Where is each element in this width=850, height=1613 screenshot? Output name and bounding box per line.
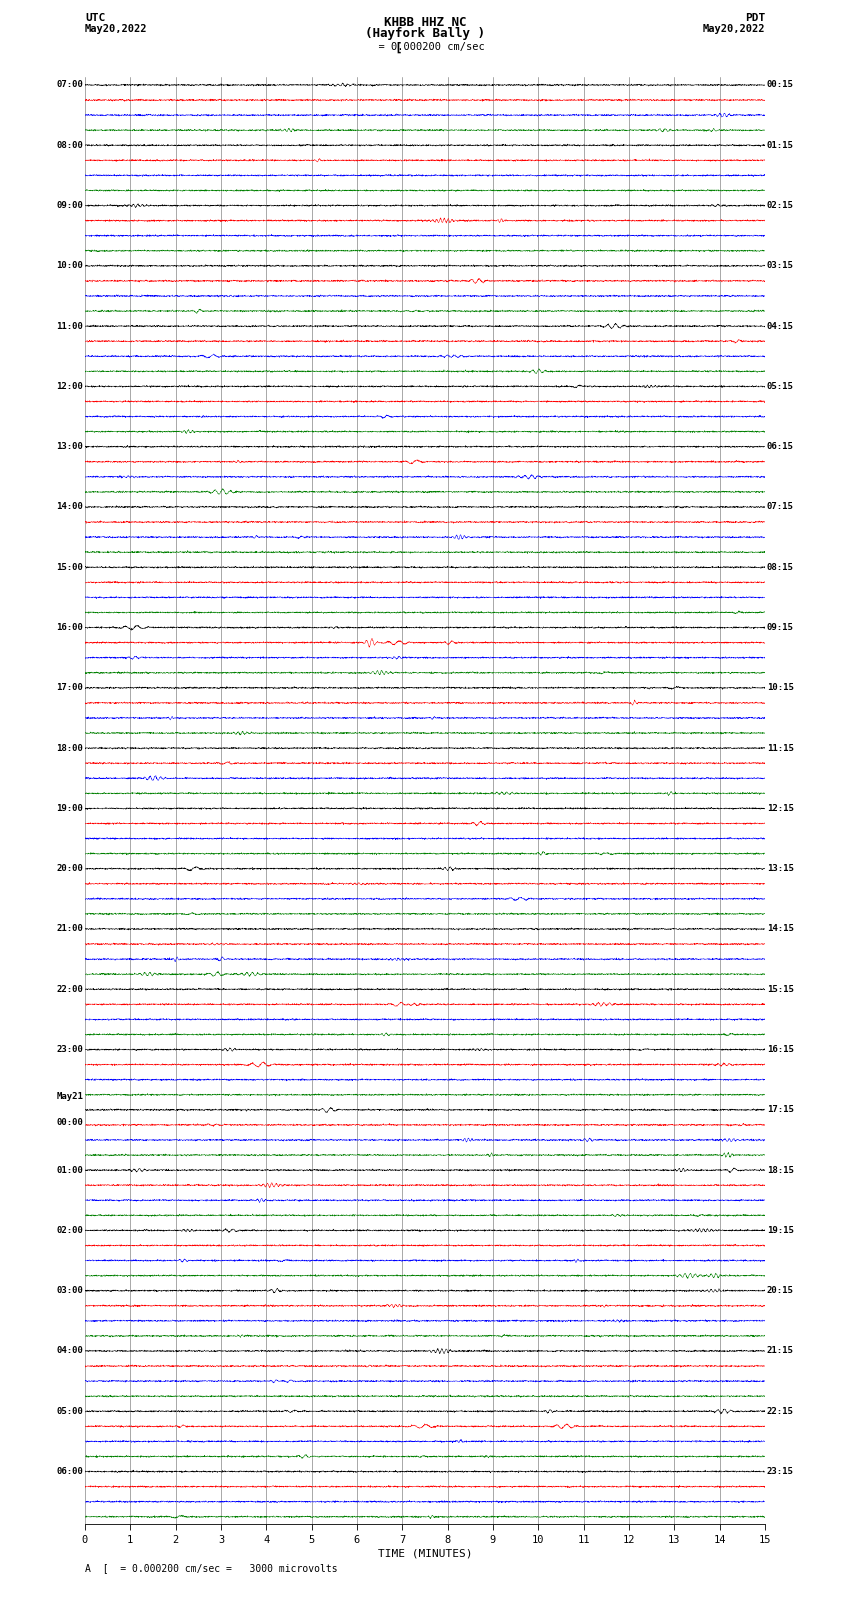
Text: May20,2022: May20,2022: [85, 24, 148, 34]
Text: KHBB HHZ NC: KHBB HHZ NC: [383, 16, 467, 29]
Text: PDT: PDT: [745, 13, 765, 23]
Text: 09:15: 09:15: [767, 623, 794, 632]
Text: 11:00: 11:00: [56, 321, 83, 331]
Text: (Hayfork Bally ): (Hayfork Bally ): [365, 27, 485, 40]
Text: 16:00: 16:00: [56, 623, 83, 632]
Text: 12:00: 12:00: [56, 382, 83, 390]
Text: 06:00: 06:00: [56, 1468, 83, 1476]
Text: 03:00: 03:00: [56, 1286, 83, 1295]
Text: 20:00: 20:00: [56, 865, 83, 873]
Text: A  [  = 0.000200 cm/sec =   3000 microvolts: A [ = 0.000200 cm/sec = 3000 microvolts: [85, 1563, 337, 1573]
Text: 07:15: 07:15: [767, 503, 794, 511]
Text: 00:15: 00:15: [767, 81, 794, 89]
Text: 20:15: 20:15: [767, 1286, 794, 1295]
X-axis label: TIME (MINUTES): TIME (MINUTES): [377, 1548, 473, 1558]
Text: 23:15: 23:15: [767, 1468, 794, 1476]
Text: 10:00: 10:00: [56, 261, 83, 271]
Text: 02:15: 02:15: [767, 202, 794, 210]
Text: 14:00: 14:00: [56, 503, 83, 511]
Text: 09:00: 09:00: [56, 202, 83, 210]
Text: UTC: UTC: [85, 13, 105, 23]
Text: 10:15: 10:15: [767, 684, 794, 692]
Text: = 0.000200 cm/sec: = 0.000200 cm/sec: [366, 42, 484, 52]
Text: 08:15: 08:15: [767, 563, 794, 571]
Text: 19:15: 19:15: [767, 1226, 794, 1236]
Text: 17:15: 17:15: [767, 1105, 794, 1115]
Text: 15:15: 15:15: [767, 986, 794, 994]
Text: 01:15: 01:15: [767, 140, 794, 150]
Text: 14:15: 14:15: [767, 924, 794, 934]
Text: [: [: [394, 42, 401, 55]
Text: 13:15: 13:15: [767, 865, 794, 873]
Text: 08:00: 08:00: [56, 140, 83, 150]
Text: 12:15: 12:15: [767, 803, 794, 813]
Text: 05:00: 05:00: [56, 1407, 83, 1416]
Text: 19:00: 19:00: [56, 803, 83, 813]
Text: 21:00: 21:00: [56, 924, 83, 934]
Text: 05:15: 05:15: [767, 382, 794, 390]
Text: 18:00: 18:00: [56, 744, 83, 753]
Text: 22:00: 22:00: [56, 986, 83, 994]
Text: 17:00: 17:00: [56, 684, 83, 692]
Text: 18:15: 18:15: [767, 1166, 794, 1174]
Text: 23:00: 23:00: [56, 1045, 83, 1053]
Text: May20,2022: May20,2022: [702, 24, 765, 34]
Text: 07:00: 07:00: [56, 81, 83, 89]
Text: 03:15: 03:15: [767, 261, 794, 271]
Text: 04:15: 04:15: [767, 321, 794, 331]
Text: 22:15: 22:15: [767, 1407, 794, 1416]
Text: 13:00: 13:00: [56, 442, 83, 452]
Text: 06:15: 06:15: [767, 442, 794, 452]
Text: 01:00: 01:00: [56, 1166, 83, 1174]
Text: 11:15: 11:15: [767, 744, 794, 753]
Text: 21:15: 21:15: [767, 1347, 794, 1355]
Text: 00:00: 00:00: [56, 1118, 83, 1127]
Text: 16:15: 16:15: [767, 1045, 794, 1053]
Text: 15:00: 15:00: [56, 563, 83, 571]
Text: May21: May21: [56, 1092, 83, 1102]
Text: 04:00: 04:00: [56, 1347, 83, 1355]
Text: 02:00: 02:00: [56, 1226, 83, 1236]
